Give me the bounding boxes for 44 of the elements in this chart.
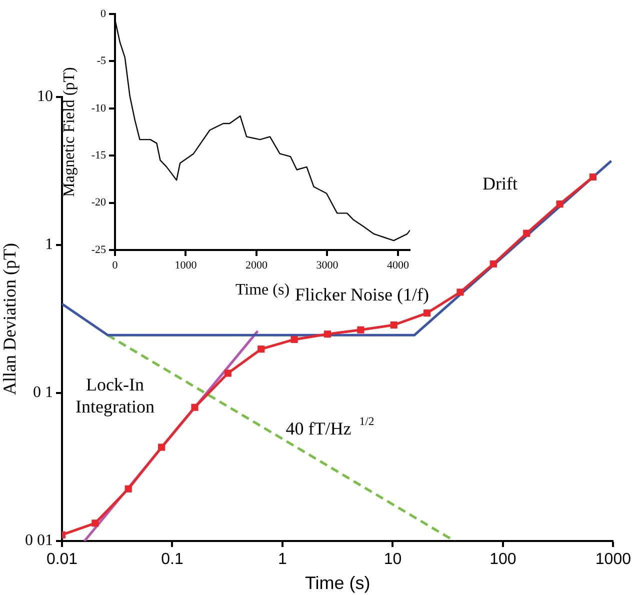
- x-axis-title: Time (s): [304, 573, 370, 594]
- x-tick-label: 0.01: [46, 551, 78, 568]
- y-tick-label: 0 01: [25, 532, 53, 550]
- point: [357, 326, 364, 334]
- point: [390, 321, 398, 329]
- point: [92, 520, 99, 527]
- x-tick-label: 1: [278, 551, 288, 568]
- point: [490, 260, 497, 268]
- x-tick-label: 1000: [595, 551, 632, 568]
- point: [158, 444, 166, 451]
- y-tick-label: -10: [91, 102, 106, 114]
- point: [324, 330, 332, 338]
- y-tick-label: 0 1: [33, 384, 53, 402]
- point: [124, 485, 132, 492]
- y-axis-title: Allan Deviation (pT): [0, 243, 20, 395]
- point: [191, 404, 198, 411]
- point: [589, 173, 597, 181]
- y-axis-title: Magnetic Field (pT): [60, 67, 78, 197]
- point: [258, 346, 265, 353]
- y-tick-label: 1: [45, 236, 53, 254]
- y-tick-label: -20: [91, 196, 106, 209]
- x-tick-label: 1000: [174, 259, 198, 272]
- y-tick-label: 0: [100, 8, 106, 20]
- annotation: Flicker Noise (1/f): [295, 284, 429, 305]
- point: [556, 200, 564, 208]
- point: [456, 288, 464, 296]
- x-tick-label: 2000: [245, 259, 268, 272]
- x-tick-label: 10: [384, 551, 402, 568]
- y-tick-label: 10: [37, 88, 53, 106]
- x-tick-label: 0: [112, 259, 118, 272]
- x-tick-label: 0.1: [161, 551, 184, 568]
- x-tick-label: 4000: [386, 259, 410, 272]
- x-tick-label: 100: [490, 551, 516, 568]
- point: [424, 309, 431, 317]
- x-axis-title: Time (s): [235, 282, 290, 299]
- point: [523, 230, 530, 237]
- point: [290, 336, 298, 343]
- annotation: Lock-In Integration: [76, 374, 154, 417]
- y-tick-label: -25: [91, 244, 106, 256]
- annotation: Drift: [482, 174, 518, 194]
- y-tick-label: -5: [96, 55, 106, 68]
- y-tick-label: -15: [91, 149, 106, 162]
- point: [224, 370, 232, 377]
- x-tick-label: 3000: [316, 259, 339, 272]
